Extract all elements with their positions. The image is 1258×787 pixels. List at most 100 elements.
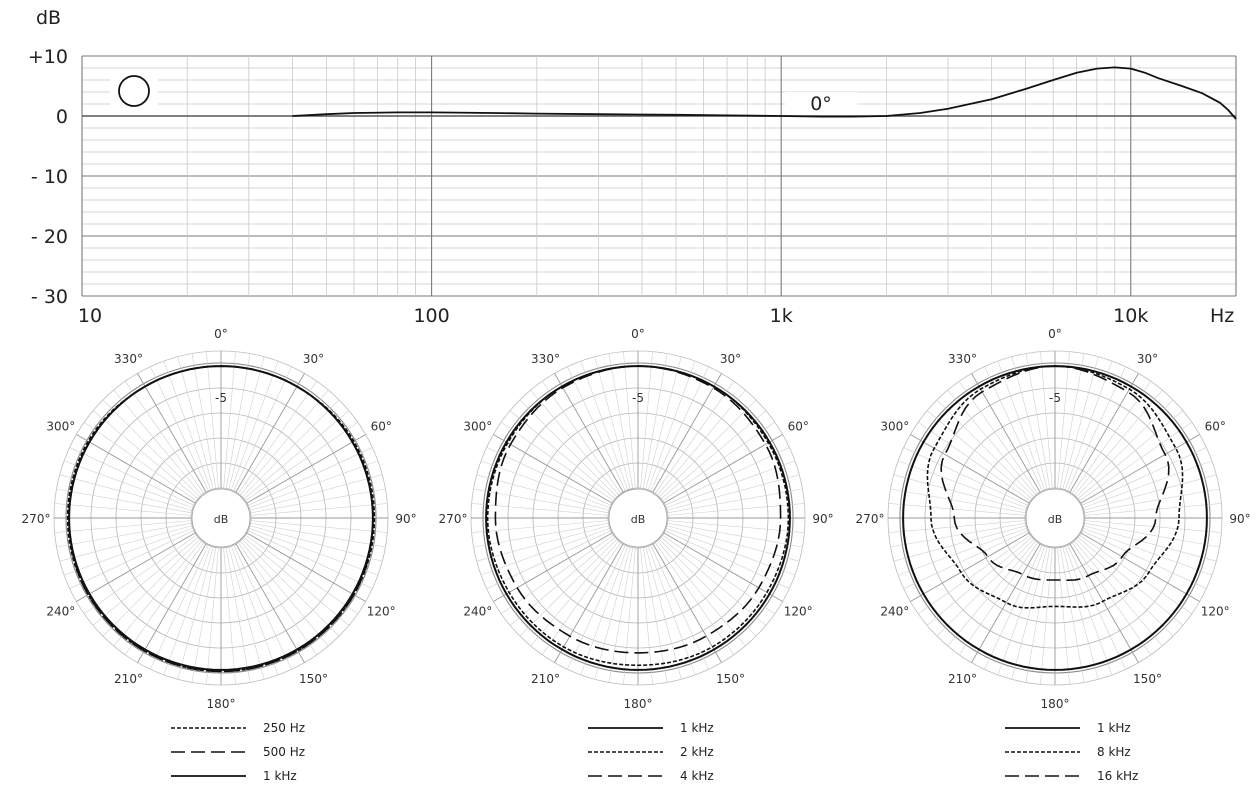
frequency-series-line: [292, 66, 1237, 120]
polar-spoke: [936, 399, 1034, 497]
polar-spoke: [666, 460, 796, 509]
polar-grid: [887, 350, 1223, 686]
x-tick-label: 100: [413, 305, 449, 327]
polar-spoke: [567, 366, 626, 491]
polar-spoke: [124, 381, 205, 494]
polar-spoke: [903, 447, 1028, 506]
polar-angle-label: 300°: [880, 420, 909, 434]
polar-spoke: [486, 530, 611, 589]
polar-spoke: [652, 373, 722, 493]
polar-unit-label: dB: [631, 513, 646, 526]
polar-spoke: [240, 540, 329, 647]
polar-spoke: [893, 474, 1027, 511]
polar-ring-label: -5: [632, 391, 644, 405]
polar-spoke: [56, 522, 192, 548]
polar-spoke: [1071, 381, 1152, 494]
polar-angle-label: 0°: [214, 327, 228, 341]
polar-spoke: [659, 399, 757, 497]
polar-spoke: [102, 539, 200, 637]
legend-label: 8 kHz: [1097, 745, 1131, 759]
polar-spoke: [888, 503, 1026, 516]
y-tick-label: - 20: [31, 226, 68, 248]
polar-spoke: [652, 543, 722, 663]
polar-spoke: [191, 547, 217, 683]
x-unit-label: Hz: [1210, 305, 1234, 327]
polar-spoke: [667, 522, 803, 548]
polar-spoke: [54, 520, 192, 533]
polar-spoke: [1079, 534, 1192, 615]
frequency-response-chart: +10 0 - 10 - 20 - 30 10 100 1k 10k dB Hz 0°: [28, 7, 1237, 327]
polar-series-solid: [68, 365, 374, 671]
polar-spoke: [910, 532, 1030, 602]
polar-spoke: [642, 547, 668, 683]
polar-spoke: [63, 527, 193, 576]
polar-angle-label: 30°: [1137, 352, 1158, 366]
polar-spoke: [245, 534, 358, 615]
polar-spoke: [918, 534, 1031, 615]
polar-spoke: [1069, 543, 1139, 663]
polar-spoke: [657, 540, 746, 647]
polar-spoke: [223, 351, 236, 489]
omnidirectional-circle-icon: [118, 75, 150, 107]
polar-spoke: [1064, 360, 1113, 490]
polar-spoke: [501, 534, 614, 615]
polar-spoke: [242, 539, 340, 637]
polar-angle-label: 330°: [948, 352, 977, 366]
polar-spoke: [663, 532, 783, 602]
polar-angle-label: 270°: [856, 512, 885, 526]
polar-spoke: [530, 389, 619, 496]
polar-spoke: [1080, 434, 1200, 504]
polar-spoke: [1067, 366, 1126, 491]
polar-angle-label: 300°: [46, 420, 75, 434]
polar-series-dashed: [494, 365, 782, 654]
polar-legend: 1 kHz 8 kHz 16 kHz: [1005, 721, 1138, 783]
legend-label: 2 kHz: [680, 745, 714, 759]
polar-spoke: [971, 543, 1041, 663]
polar-spoke: [69, 447, 194, 506]
polar-spoke: [480, 527, 610, 576]
polar-unit-label: dB: [214, 513, 229, 526]
polar-angle-label: 120°: [1201, 605, 1230, 619]
polar-spoke: [666, 474, 800, 511]
polar-angle-label: 60°: [1205, 420, 1226, 434]
polar-spoke: [663, 434, 783, 504]
polar-angle-label: 0°: [631, 327, 645, 341]
polar-spoke: [958, 381, 1039, 494]
polar-spoke: [1083, 527, 1213, 576]
polar-spoke: [493, 434, 613, 504]
polar-spoke: [249, 527, 379, 576]
polar-spoke: [137, 543, 207, 663]
polar-spoke: [235, 373, 305, 493]
polar-angle-label: 150°: [1133, 672, 1162, 686]
polar-angle-label: 240°: [463, 605, 492, 619]
polar-angle-label: 270°: [22, 512, 51, 526]
polar-spoke: [910, 434, 1030, 504]
polar-spoke: [997, 360, 1046, 490]
polar-spoke: [1084, 503, 1222, 516]
polar-spoke: [947, 389, 1036, 496]
polar-angle-label: 30°: [303, 352, 324, 366]
polar-spoke: [69, 530, 194, 589]
polar-spoke: [113, 389, 202, 496]
polar-spoke: [223, 547, 236, 685]
polar-angle-label: 150°: [716, 672, 745, 686]
polar-spoke: [1067, 545, 1126, 670]
polar-spoke: [124, 542, 205, 655]
polar-spoke: [519, 399, 617, 497]
polar-series-dotted: [66, 365, 376, 673]
polar-angle-label: 90°: [812, 512, 833, 526]
polar-angle-label: 240°: [880, 605, 909, 619]
polar-spoke: [250, 488, 386, 514]
polar-spoke: [650, 545, 709, 670]
polar-spoke: [237, 381, 318, 494]
polar-angle-label: 210°: [531, 672, 560, 686]
polar-angle-label: 60°: [371, 420, 392, 434]
polar-spoke: [645, 356, 682, 490]
polar-spoke: [608, 353, 634, 489]
polar-spoke: [163, 360, 212, 490]
polar-spoke: [594, 356, 631, 490]
polar-chart-high: dB -5 0° 30° 60° 90° 120° 150° 180° 210° 240° 270° 3…: [856, 327, 1251, 783]
x-tick-label: 10k: [1113, 305, 1148, 327]
polar-spoke: [177, 546, 214, 680]
legend-label: 250 Hz: [263, 721, 305, 735]
